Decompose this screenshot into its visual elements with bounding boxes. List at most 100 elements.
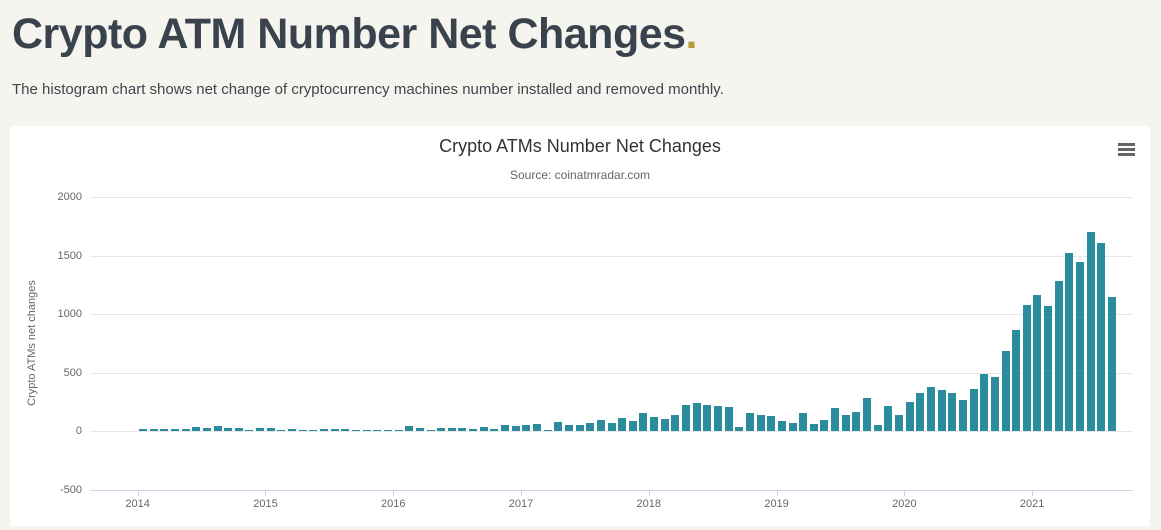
bar[interactable] bbox=[714, 406, 722, 432]
bar[interactable] bbox=[820, 420, 829, 432]
bar[interactable] bbox=[277, 430, 286, 432]
bar[interactable] bbox=[639, 413, 648, 432]
bar[interactable] bbox=[1054, 281, 1063, 432]
bar[interactable] bbox=[767, 416, 776, 432]
bar[interactable] bbox=[543, 429, 552, 432]
bar[interactable] bbox=[1033, 295, 1042, 432]
bar[interactable] bbox=[383, 430, 392, 432]
bar[interactable] bbox=[724, 407, 733, 432]
bar[interactable] bbox=[671, 414, 680, 432]
bar[interactable] bbox=[224, 428, 233, 432]
bar[interactable] bbox=[575, 425, 584, 432]
bar[interactable] bbox=[628, 421, 637, 432]
bar[interactable] bbox=[745, 412, 754, 432]
bar[interactable] bbox=[1022, 305, 1031, 432]
bar[interactable] bbox=[926, 386, 935, 432]
bar[interactable] bbox=[373, 430, 382, 432]
bar[interactable] bbox=[618, 418, 627, 432]
bar[interactable] bbox=[458, 428, 467, 432]
bar[interactable] bbox=[192, 427, 201, 432]
bar[interactable] bbox=[799, 412, 808, 432]
bar[interactable] bbox=[788, 423, 797, 432]
bar[interactable] bbox=[1001, 351, 1010, 432]
bar[interactable] bbox=[980, 373, 989, 432]
bar[interactable] bbox=[735, 427, 744, 432]
bar[interactable] bbox=[160, 429, 169, 432]
bar[interactable] bbox=[330, 428, 339, 432]
bar[interactable] bbox=[139, 429, 147, 432]
bar[interactable] bbox=[298, 430, 307, 432]
bar[interactable] bbox=[895, 414, 904, 432]
bar[interactable] bbox=[564, 425, 573, 432]
bar[interactable] bbox=[256, 428, 265, 432]
bar[interactable] bbox=[426, 430, 435, 432]
page-header: Crypto ATM Number Net Changes. The histo… bbox=[0, 0, 1161, 98]
bar[interactable] bbox=[490, 429, 499, 432]
bar[interactable] bbox=[479, 427, 488, 432]
bar[interactable] bbox=[916, 393, 925, 432]
bar[interactable] bbox=[202, 428, 211, 432]
bar[interactable] bbox=[394, 429, 403, 432]
bar[interactable] bbox=[607, 423, 616, 432]
bar[interactable] bbox=[863, 398, 872, 432]
bar[interactable] bbox=[181, 428, 190, 432]
bar[interactable] bbox=[469, 429, 478, 432]
bar[interactable] bbox=[266, 428, 275, 432]
bar[interactable] bbox=[437, 428, 446, 432]
hamburger-icon[interactable] bbox=[1114, 138, 1138, 160]
y-tick-label: 1500 bbox=[57, 249, 82, 262]
bar[interactable] bbox=[884, 405, 893, 432]
bar[interactable] bbox=[703, 405, 712, 432]
bar[interactable] bbox=[511, 426, 520, 432]
bar[interactable] bbox=[501, 425, 510, 432]
bar[interactable] bbox=[351, 430, 360, 432]
x-tick bbox=[137, 490, 139, 496]
bar[interactable] bbox=[415, 427, 424, 432]
bar[interactable] bbox=[288, 429, 297, 432]
gridline bbox=[90, 314, 1133, 316]
bar[interactable] bbox=[522, 425, 531, 432]
bar[interactable] bbox=[841, 414, 850, 432]
bar[interactable] bbox=[149, 429, 158, 432]
bar[interactable] bbox=[809, 423, 818, 432]
bar[interactable] bbox=[309, 430, 318, 432]
bar[interactable] bbox=[234, 428, 243, 432]
gridline bbox=[90, 197, 1133, 198]
bar[interactable] bbox=[213, 426, 222, 432]
bar[interactable] bbox=[405, 425, 414, 432]
bar[interactable] bbox=[1044, 305, 1053, 432]
bar[interactable] bbox=[969, 388, 978, 432]
bar[interactable] bbox=[831, 408, 840, 432]
bar[interactable] bbox=[1012, 330, 1021, 432]
bar[interactable] bbox=[937, 389, 946, 432]
bar[interactable] bbox=[958, 399, 967, 432]
bar[interactable] bbox=[1108, 297, 1116, 432]
bar[interactable] bbox=[362, 430, 371, 432]
bar[interactable] bbox=[586, 423, 595, 432]
bar[interactable] bbox=[596, 419, 605, 432]
bar[interactable] bbox=[447, 428, 456, 432]
bar[interactable] bbox=[873, 424, 882, 432]
bar[interactable] bbox=[692, 403, 701, 432]
bar[interactable] bbox=[756, 415, 765, 432]
gridline bbox=[90, 372, 1133, 374]
bar[interactable] bbox=[532, 423, 541, 432]
bar[interactable] bbox=[554, 422, 563, 432]
bar[interactable] bbox=[320, 428, 329, 432]
bar[interactable] bbox=[1076, 261, 1085, 432]
bar[interactable] bbox=[777, 421, 786, 432]
bar[interactable] bbox=[245, 430, 254, 432]
bar[interactable] bbox=[682, 404, 691, 432]
bar[interactable] bbox=[1086, 231, 1095, 432]
bar[interactable] bbox=[170, 429, 179, 432]
bar[interactable] bbox=[990, 376, 999, 432]
bar[interactable] bbox=[341, 429, 350, 432]
bar[interactable] bbox=[905, 402, 914, 432]
bar[interactable] bbox=[948, 392, 957, 432]
bar[interactable] bbox=[650, 416, 659, 432]
x-tick bbox=[265, 490, 267, 496]
bar[interactable] bbox=[1065, 253, 1074, 432]
bar[interactable] bbox=[852, 412, 861, 432]
bar[interactable] bbox=[660, 418, 669, 432]
bar[interactable] bbox=[1097, 243, 1106, 432]
